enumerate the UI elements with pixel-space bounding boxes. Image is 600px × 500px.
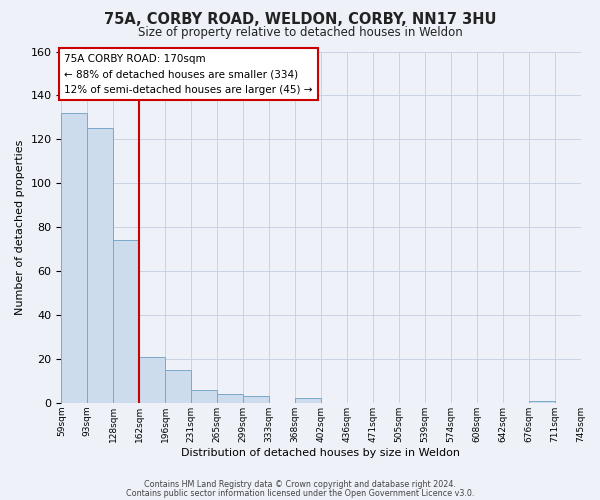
Bar — [61, 113, 88, 403]
Bar — [113, 240, 139, 403]
Bar — [529, 400, 554, 403]
X-axis label: Distribution of detached houses by size in Weldon: Distribution of detached houses by size … — [181, 448, 460, 458]
Bar — [165, 370, 191, 403]
Bar — [295, 398, 321, 403]
Y-axis label: Number of detached properties: Number of detached properties — [15, 140, 25, 315]
Text: Size of property relative to detached houses in Weldon: Size of property relative to detached ho… — [137, 26, 463, 39]
Text: 75A CORBY ROAD: 170sqm
← 88% of detached houses are smaller (334)
12% of semi-de: 75A CORBY ROAD: 170sqm ← 88% of detached… — [64, 54, 313, 95]
Bar — [139, 356, 165, 403]
Text: 75A, CORBY ROAD, WELDON, CORBY, NN17 3HU: 75A, CORBY ROAD, WELDON, CORBY, NN17 3HU — [104, 12, 496, 28]
Bar — [191, 390, 217, 403]
Bar — [88, 128, 113, 403]
Bar — [243, 396, 269, 403]
Text: Contains public sector information licensed under the Open Government Licence v3: Contains public sector information licen… — [126, 488, 474, 498]
Bar — [217, 394, 243, 403]
Text: Contains HM Land Registry data © Crown copyright and database right 2024.: Contains HM Land Registry data © Crown c… — [144, 480, 456, 489]
